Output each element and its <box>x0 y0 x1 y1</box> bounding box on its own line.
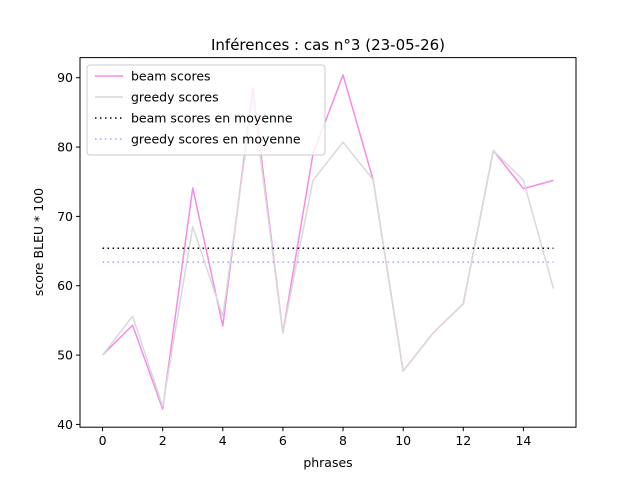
y-axis-label: score BLEU * 100 <box>31 188 46 296</box>
x-axis: 0 2 4 6 8 10 12 14 <box>99 427 531 448</box>
x-axis-label: phrases <box>303 455 352 470</box>
x-tick-label: 14 <box>515 433 531 448</box>
x-tick-label: 4 <box>219 433 227 448</box>
y-tick-label: 80 <box>57 140 73 155</box>
y-tick-label: 50 <box>57 348 73 363</box>
legend-label: greedy scores en moyenne <box>131 132 301 147</box>
series-layer <box>101 74 555 410</box>
x-tick-label: 2 <box>159 433 167 448</box>
plot-frame <box>79 57 577 428</box>
x-tick-label: 10 <box>395 433 411 448</box>
x-tick-label: 8 <box>339 433 347 448</box>
legend: beam scores greedy scores beam scores en m… <box>86 64 326 156</box>
y-axis: 40 50 60 70 80 90 <box>57 70 80 432</box>
legend-box <box>86 64 326 156</box>
legend-label: beam scores <box>131 69 211 84</box>
y-tick-label: 70 <box>57 209 73 224</box>
y-tick-label: 60 <box>57 278 73 293</box>
legend-label: beam scores en moyenne <box>131 111 293 126</box>
chart-title: Inférences : cas n°3 (23-05-26) <box>211 36 445 54</box>
x-tick-label: 12 <box>455 433 471 448</box>
y-tick-label: 40 <box>57 417 73 432</box>
y-tick-label: 90 <box>57 70 73 85</box>
x-tick-label: 6 <box>279 433 287 448</box>
series-line-greedy-scores <box>101 97 555 408</box>
x-tick-label: 0 <box>99 433 107 448</box>
legend-label: greedy scores <box>131 90 219 105</box>
